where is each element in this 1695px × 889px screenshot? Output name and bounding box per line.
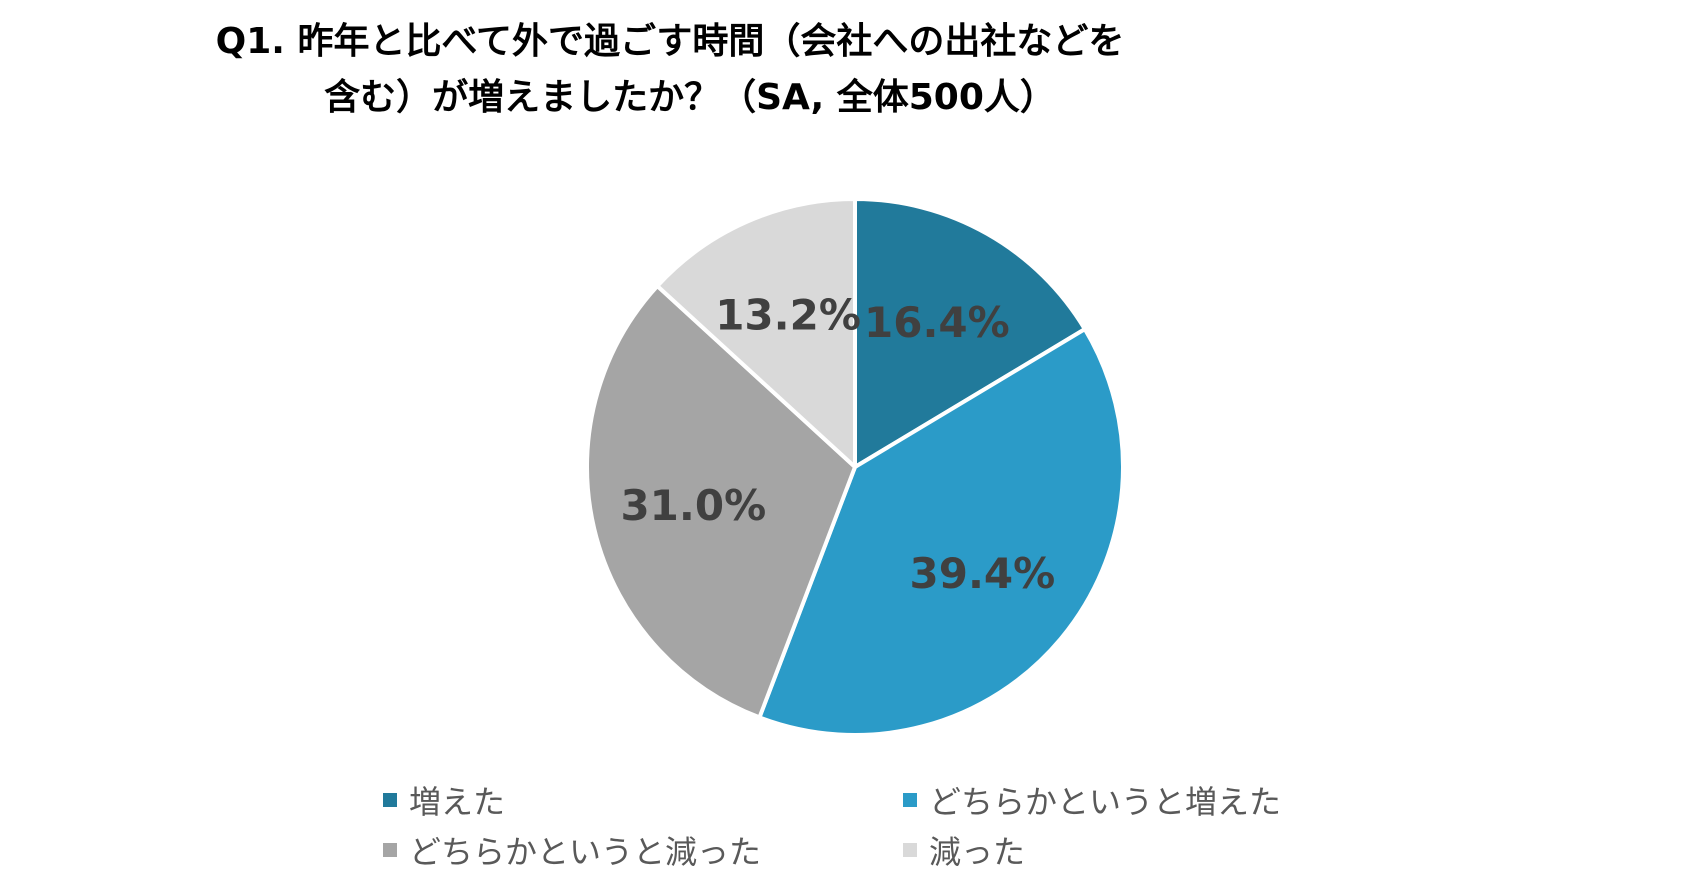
data-label-somewhat-increased: 39.4% [910,549,1056,598]
chart-title-line1: Q1. 昨年と比べて外で過ごす時間（会社への出社などを [215,21,1125,62]
data-label-somewhat-decreased: 31.0% [620,481,766,530]
pie-slice-somewhat-decreased [585,284,857,720]
chart-title: Q1. 昨年と比べて外で過ごす時間（会社への出社などを 含む）が増えましたか？（… [0,14,1340,126]
pie-slice-increased [853,197,1087,469]
pie-slice-somewhat-increased [757,327,1125,737]
data-label-decreased: 13.2% [715,290,861,339]
pie-slice-decreased [655,197,857,469]
chart-title-line2: 含む）が増えましたか？（SA, 全体500人） [324,77,1056,118]
pie-labels: 16.4% 39.4% 31.0% 13.2% [620,290,1055,598]
data-label-increased: 16.4% [864,298,1010,347]
pie-slices [585,197,1125,737]
